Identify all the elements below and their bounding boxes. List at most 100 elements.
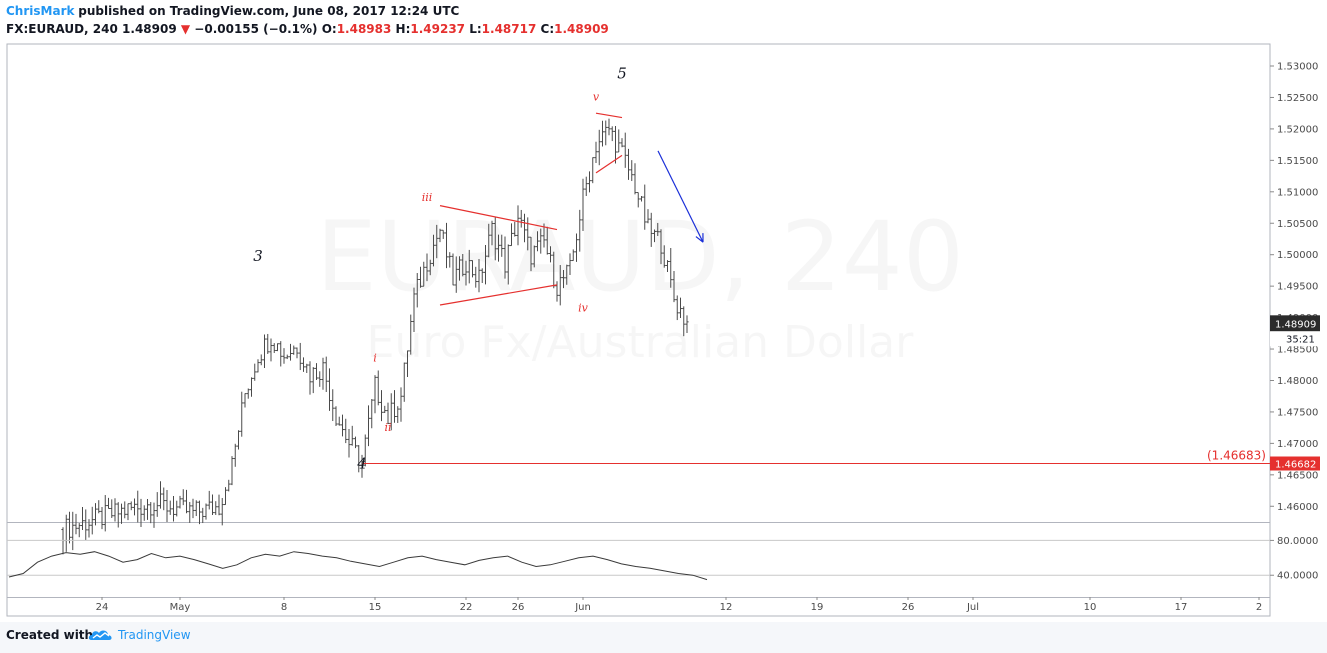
last-price-badge xyxy=(1270,315,1320,332)
ohlc-bar xyxy=(233,443,237,467)
ohlc-bar xyxy=(145,499,150,520)
high-label: H: xyxy=(395,22,411,36)
ohlc-bar xyxy=(656,222,660,236)
open-label: O: xyxy=(321,22,337,36)
ohlc-bar xyxy=(194,500,198,517)
tradingview-cloud-icon[interactable] xyxy=(88,627,114,643)
ohlc-bar xyxy=(246,388,250,399)
ohlc-bar xyxy=(67,511,72,544)
price-tick-label: 1.53000 xyxy=(1277,62,1318,73)
ohlc-bar xyxy=(363,434,367,467)
triangle-upper-line xyxy=(595,112,623,119)
price-axis[interactable]: 1.53000 1.52500 1.52000 1.51500 1.51000 1.505… xyxy=(1270,62,1318,513)
price-tick-label: 1.52500 xyxy=(1277,93,1318,104)
ohlc-bar xyxy=(321,357,325,390)
ohlc-bar xyxy=(301,357,306,372)
ohlc-bar xyxy=(438,228,442,243)
ohlc-bar xyxy=(230,456,234,486)
ohlc-bar xyxy=(457,256,462,281)
ohlc-bar xyxy=(207,490,211,510)
ohlc-bar xyxy=(399,387,403,422)
watermark-name: Euro Fx/Australian Dollar xyxy=(367,317,915,368)
price-tick-label: 1.50000 xyxy=(1277,250,1318,261)
time-tick-label: 19 xyxy=(811,602,824,613)
ohlc-bar xyxy=(266,333,270,354)
symbol-timeframe[interactable]: FX:EURAUD, 240 xyxy=(6,22,118,36)
ohlc-bar xyxy=(597,129,601,166)
time-tick-label: 2 xyxy=(1256,602,1262,613)
ohlc-bar xyxy=(558,265,562,306)
quote-line: FX:EURAUD, 240 1.48909 ▼ −0.00155 (−0.1%… xyxy=(6,22,609,36)
ohlc-bar xyxy=(555,281,559,302)
wave-label: 5 xyxy=(617,65,627,83)
last-price-text: 1.48909 xyxy=(122,22,177,36)
ohlc-bar xyxy=(422,261,426,287)
close-label: C: xyxy=(540,22,555,36)
ohlc-bar xyxy=(535,231,540,252)
publish-line: ChrisMark published on TradingView.com, … xyxy=(6,4,459,18)
ohlc-bar xyxy=(620,138,624,148)
ohlc-bar xyxy=(249,377,254,397)
ohlc-bar xyxy=(236,430,241,450)
triangle-lower-line xyxy=(595,154,623,174)
ohlc-bar xyxy=(210,494,215,516)
ohlc-bar xyxy=(584,176,588,196)
ohlc-bar xyxy=(565,264,569,285)
ohlc-bar xyxy=(418,266,423,288)
level-label: (1.46683) xyxy=(1207,449,1266,463)
ohlc-bar xyxy=(659,229,663,265)
ohlc-bar xyxy=(275,343,280,352)
time-axis[interactable]: 24 May 8 15 22 26 Jun 12 19 26 Jul 10 17 2 xyxy=(96,597,1263,613)
ohlc-bar xyxy=(487,223,491,258)
open-value: 1.48983 xyxy=(336,22,392,36)
ohlc-bar xyxy=(344,418,348,444)
ohlc-bar xyxy=(158,481,163,509)
ohlc-bar xyxy=(513,221,517,237)
ohlc-bar xyxy=(204,503,208,520)
ohlc-bar xyxy=(477,259,481,293)
time-tick-label: 22 xyxy=(460,602,473,613)
ohlc-bar xyxy=(279,341,283,367)
ohlc-bar xyxy=(623,132,627,168)
ohlc-bar xyxy=(594,141,598,164)
countdown-badge xyxy=(1270,331,1320,347)
ohlc-bar xyxy=(633,163,637,195)
watermark: EURAUD, 240 Euro Fx/Australian Dollar xyxy=(316,201,964,368)
time-tick-label: 15 xyxy=(369,602,382,613)
ohlc-bar xyxy=(178,495,182,509)
ohlc-bar xyxy=(386,402,390,424)
ohlc-bar xyxy=(675,295,679,321)
ohlc-bar xyxy=(461,253,465,277)
ohlc-bar xyxy=(136,490,140,523)
price-tick-label: 1.52000 xyxy=(1277,124,1318,135)
tradingview-link[interactable]: TradingView xyxy=(118,628,191,642)
change-text: −0.00155 (−0.1%) xyxy=(194,22,318,36)
time-tick-label: Jun xyxy=(574,602,591,613)
price-tick-label: 1.50500 xyxy=(1277,219,1318,230)
ohlc-bar xyxy=(93,503,98,526)
wave-label: ii xyxy=(384,421,391,434)
ohlc-bar xyxy=(490,220,494,246)
author-link[interactable]: ChrisMark xyxy=(6,4,75,18)
low-value: 1.48717 xyxy=(481,22,537,36)
ohlc-bar xyxy=(396,406,400,423)
ohlc-bar xyxy=(630,160,634,182)
ohlc-bar xyxy=(288,343,293,361)
ohlc-bar xyxy=(259,354,263,366)
oscillator-axis[interactable]: 80.0000 40.0000 xyxy=(1270,536,1318,582)
ohlc-bar xyxy=(165,489,169,523)
ohlc-bar xyxy=(448,252,452,268)
price-tick-label: 1.51500 xyxy=(1277,156,1318,167)
ohlc-bar xyxy=(168,500,172,515)
ohlc-bar xyxy=(84,509,88,541)
ohlc-bar xyxy=(409,314,413,355)
price-chart[interactable]: EURAUD, 240 Euro Fx/Australian Dollar 1.… xyxy=(0,0,1327,622)
time-tick-label: 26 xyxy=(512,602,525,613)
ohlc-bar xyxy=(227,479,231,492)
low-label: L: xyxy=(469,22,482,36)
ohlc-bar xyxy=(412,287,416,333)
ohlc-bar xyxy=(415,273,419,308)
oscillator-line xyxy=(8,551,708,581)
ohlc-bar xyxy=(171,495,176,522)
